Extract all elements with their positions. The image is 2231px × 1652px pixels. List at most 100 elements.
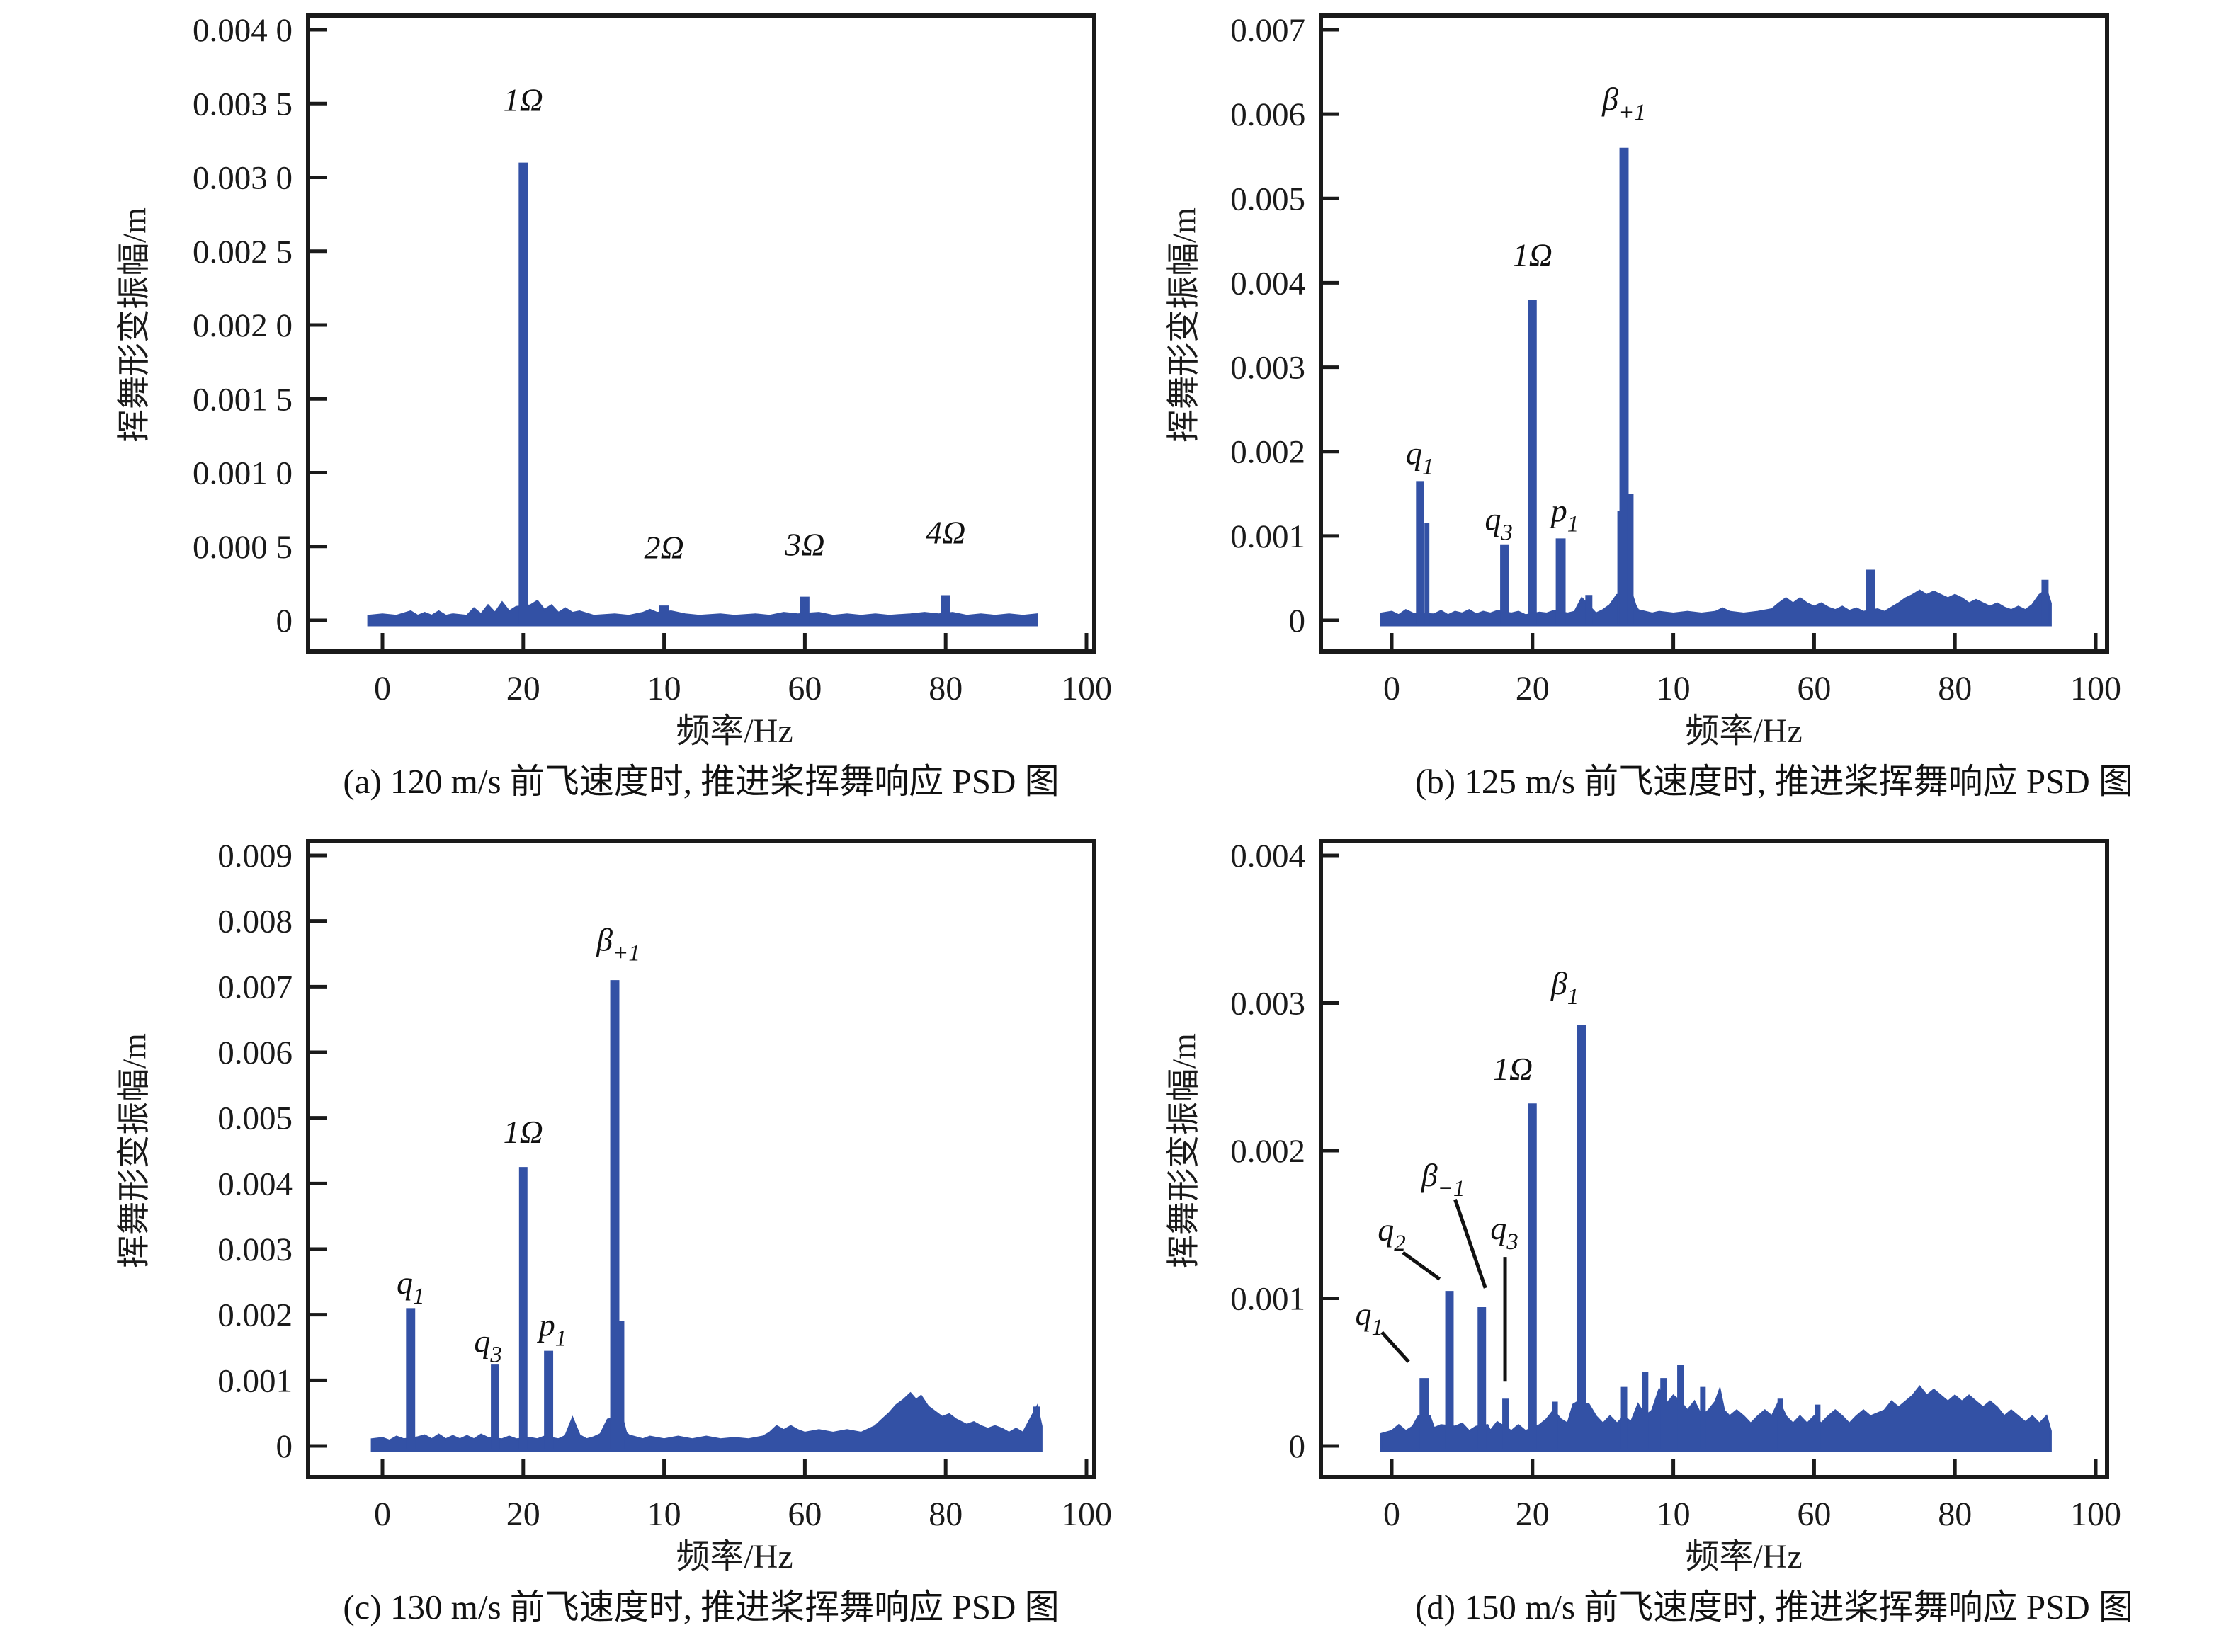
y-tick-label: 0 [1289,1428,1306,1465]
spectrum-noise-floor [1380,588,2052,627]
chart-b: 0.007 0.006 0.005 0.004 0.003 0.002 0.001 0 0 20 1… [1166,12,2121,750]
x-axis-title: 频率/Hz [1685,1538,1802,1576]
y-tick-label: 0.006 [1230,96,1305,133]
peak-label: q3 [1485,501,1513,546]
peak-label: q1 [1355,1296,1383,1340]
y-axis-title: 挥舞形变振幅/m [1166,1033,1203,1268]
chart-c: 0.009 0.008 0.007 0.006 0.005 0.004 0.003 0.002… [116,838,1112,1576]
caption-b: (b) 125 m/s 前飞速度时, 推进桨挥舞响应 PSD 图 [1414,762,2134,801]
x-axis-title: 频率/Hz [676,712,793,750]
y-tick-label: 0.000 5 [193,529,293,566]
x-tick-label: 80 [1938,670,1972,707]
panel-b: 0.007 0.006 0.005 0.004 0.003 0.002 0.001 0 0 20 1… [1116,0,2231,826]
y-tick-label: 0.003 0 [193,160,293,197]
chart-a: 0.004 0 0.003 5 0.003 0 0.002 5 0.002 0 0.001… [116,12,1112,750]
x-tick-label: 10 [1657,1496,1691,1533]
y-tick-label: 0.006 [217,1035,293,1071]
y-tick-label: 0.002 [1230,434,1305,471]
spectrum-noise-floor [367,599,1038,627]
peak-label: β+1 [1601,81,1646,125]
caption-a: (a) 120 m/s 前飞速度时, 推进桨挥舞响应 PSD 图 [343,762,1060,801]
peak-label: p1 [1549,493,1579,537]
caption-c: (c) 130 m/s 前飞速度时, 推进桨挥舞响应 PSD 图 [343,1588,1060,1627]
peak-label: 2Ω [644,529,683,565]
panel-a: 0.004 0 0.003 5 0.003 0 0.002 5 0.002 0 0.001… [0,0,1116,826]
y-tick-label: 0.001 [1230,518,1305,555]
y-tick-label: 0.007 [217,969,293,1006]
x-tick-label: 20 [506,670,540,707]
x-tick-label: 100 [1061,670,1112,707]
y-tick-label: 0.003 [1230,986,1305,1022]
x-tick-label: 10 [647,670,681,707]
caption-d: (d) 150 m/s 前飞速度时, 推进桨挥舞响应 PSD 图 [1414,1588,2134,1627]
x-tick-label: 60 [1797,670,1831,707]
peak-label: 3Ω [784,526,824,562]
y-tick-label: 0.008 [217,904,293,940]
y-axis-title: 挥舞形变振幅/m [116,207,153,443]
x-tick-label: 100 [2070,670,2121,707]
plot-frame [306,13,1096,654]
plot-frame [306,839,1096,1479]
y-tick-label: 0.002 [217,1297,293,1334]
y-tick-label: 0.004 0 [193,12,293,49]
y-tick-label: 0.003 [1230,350,1305,387]
y-tick-label: 0.009 [217,838,293,875]
spectrum-noise-floor [1380,1385,2052,1452]
y-tick-label: 0.003 5 [193,86,293,123]
peak-label: 4Ω [926,515,965,551]
y-tick-label: 0.005 [217,1100,293,1137]
peak-label: 1Ω [504,1114,543,1150]
x-tick-label: 0 [1383,670,1400,707]
x-tick-label: 80 [929,670,963,707]
x-tick-label: 0 [1383,1496,1400,1533]
peak-label: β+1 [596,921,640,966]
x-tick-label: 20 [1516,670,1550,707]
peak-label: 1Ω [504,82,543,118]
x-tick-label: 60 [788,670,822,707]
y-tick-label: 0.001 [1230,1281,1305,1318]
y-tick-label: 0.002 [1230,1133,1305,1170]
y-axis-title: 挥舞形变振幅/m [1166,207,1203,443]
y-tick-label: 0.002 5 [193,234,293,270]
y-tick-label: 0.001 0 [193,455,293,492]
peak-leader-line [1453,1198,1487,1289]
plot-frame [1319,839,2109,1479]
y-tick-label: 0.004 [1230,838,1305,875]
spectrum-noise-floor [370,1391,1043,1452]
y-tick-label: 0.007 [1230,12,1305,49]
y-tick-label: 0.004 [217,1166,293,1202]
peak-label: β1 [1550,965,1579,1010]
y-tick-label: 0.001 5 [193,381,293,418]
x-tick-label: 60 [788,1496,822,1533]
y-tick-label: 0.004 [1230,265,1305,302]
x-tick-label: 60 [1797,1496,1831,1533]
x-tick-label: 80 [929,1496,963,1533]
plot-frame [1319,13,2109,654]
y-tick-label: 0 [1289,603,1306,639]
x-tick-label: 100 [2070,1496,2121,1533]
peak-label: p1 [537,1306,567,1351]
peak-label: q2 [1378,1212,1406,1256]
x-tick-label: 20 [506,1496,540,1533]
y-tick-label: 0.002 0 [193,307,293,344]
peak-label: q3 [1490,1210,1518,1255]
peak-label: 1Ω [1513,237,1552,273]
y-tick-label: 0.001 [217,1362,293,1399]
x-tick-label: 10 [647,1496,681,1533]
y-tick-label: 0 [276,1428,293,1465]
panel-c: 0.009 0.008 0.007 0.006 0.005 0.004 0.003 0.002… [0,826,1116,1651]
peak-leader-line [1380,1331,1410,1363]
x-tick-label: 10 [1657,670,1691,707]
chart-d: 0.004 0.003 0.002 0.001 0 0 20 10 60 80 100 挥舞形变振幅/… [1166,838,2121,1576]
x-tick-label: 100 [1061,1496,1112,1533]
y-tick-label: 0 [276,603,293,639]
y-axis-title: 挥舞形变振幅/m [116,1033,153,1268]
peak-label: q1 [397,1265,425,1309]
x-tick-label: 20 [1516,1496,1550,1533]
panel-d: 0.004 0.003 0.002 0.001 0 0 20 10 60 80 100 挥舞形变振幅/… [1116,826,2231,1651]
x-tick-label: 0 [374,670,391,707]
x-tick-label: 0 [374,1496,391,1533]
y-tick-label: 0.003 [217,1231,293,1268]
peak-label: q1 [1406,435,1434,480]
